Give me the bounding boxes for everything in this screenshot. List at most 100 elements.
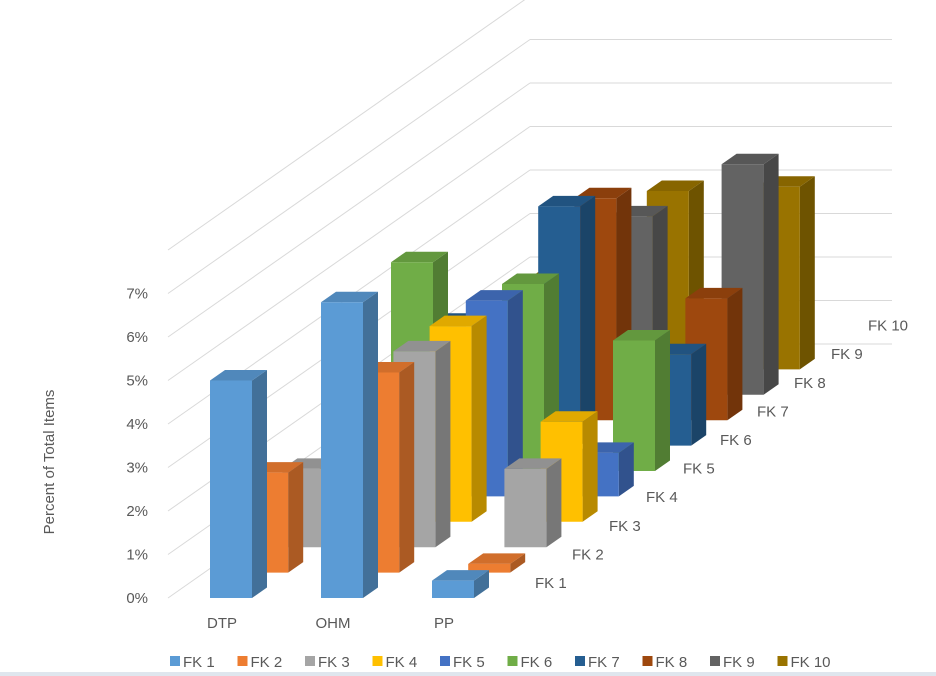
legend-label: FK 3 xyxy=(318,654,350,671)
y-tick-label: 5% xyxy=(126,373,148,390)
y-tick-labels: 0% 1% 2% 3% 4% 5% 6% 7% xyxy=(126,286,148,608)
bar-top xyxy=(538,195,596,207)
bar-front xyxy=(321,302,363,598)
category-labels: DTP OHM PP xyxy=(207,615,454,632)
bar-fk-6-pp xyxy=(613,330,670,471)
bar-side xyxy=(510,553,526,573)
bar-fk-1-dtp xyxy=(210,370,267,598)
bar-top xyxy=(429,315,487,327)
series-depth-label: FK 1 xyxy=(535,575,567,592)
bar-top xyxy=(574,187,632,199)
bar-top xyxy=(540,411,598,422)
legend-label: FK 10 xyxy=(791,654,831,671)
bar-top xyxy=(391,251,448,263)
bar-top xyxy=(504,458,562,469)
legend-swatch xyxy=(305,656,315,666)
bars xyxy=(210,153,815,598)
gridline-diag xyxy=(167,126,531,381)
category-label: OHM xyxy=(316,615,351,632)
bar-side xyxy=(763,153,779,395)
bar-side xyxy=(363,291,378,598)
bar-front xyxy=(432,580,474,598)
legend-swatch xyxy=(372,656,383,666)
bar-side xyxy=(727,287,743,421)
legend-item: FK 1 xyxy=(170,654,215,671)
bar-top xyxy=(502,273,559,284)
bar-top xyxy=(646,180,704,191)
legend-swatch xyxy=(710,656,720,666)
y-tick-label: 2% xyxy=(126,503,148,520)
y-tick-label: 3% xyxy=(126,460,148,477)
bar-side xyxy=(399,362,415,573)
legend-swatch xyxy=(642,656,653,666)
bar-side xyxy=(655,330,670,471)
legend-item: FK 6 xyxy=(507,654,553,671)
legend-swatch xyxy=(237,656,248,666)
series-depth-label: FK 10 xyxy=(868,318,908,335)
legend-label: FK 4 xyxy=(386,654,418,671)
y-tick-label: 1% xyxy=(126,547,148,564)
bar-top xyxy=(210,370,267,381)
bar-top xyxy=(685,287,743,299)
bar-top xyxy=(321,291,378,303)
y-tick-label: 4% xyxy=(126,416,148,433)
bar-side xyxy=(252,370,267,598)
legend-item: FK 2 xyxy=(237,654,282,671)
y-tick-label: 7% xyxy=(126,286,148,303)
gridline-diag xyxy=(167,82,531,338)
bar-fk-3-pp xyxy=(504,458,562,548)
legend-item: FK 3 xyxy=(305,654,350,671)
y-tick-label: 6% xyxy=(126,329,148,346)
legend-swatch xyxy=(507,656,518,666)
bar-fk-8-pp xyxy=(685,287,743,421)
legend-swatch xyxy=(575,656,585,666)
legend-item: FK 9 xyxy=(710,654,755,671)
category-label: PP xyxy=(434,615,454,632)
legend-item: FK 7 xyxy=(575,654,620,671)
bar-front xyxy=(613,340,655,471)
bar-side xyxy=(546,458,562,548)
bar-top xyxy=(468,553,526,564)
gridline-diag xyxy=(167,0,526,251)
bar-side xyxy=(580,195,596,446)
bar-side xyxy=(618,442,634,497)
legend-swatch xyxy=(440,656,450,666)
bar-side xyxy=(474,570,489,598)
bottom-rule xyxy=(0,672,936,676)
legend-label: FK 9 xyxy=(723,654,755,671)
bar-top xyxy=(613,330,670,341)
series-depth-label: FK 4 xyxy=(646,489,678,506)
legend-swatch xyxy=(170,656,180,666)
bar-side xyxy=(435,340,451,548)
bar-side xyxy=(582,411,598,522)
bar-side xyxy=(507,290,523,497)
legend-item: FK 5 xyxy=(440,654,485,671)
series-depth-label: FK 6 xyxy=(720,432,752,449)
y-tick-label: 0% xyxy=(126,590,148,607)
bar-side xyxy=(288,462,304,573)
category-label: DTP xyxy=(207,615,237,632)
bar-top xyxy=(465,290,523,301)
legend-swatch xyxy=(777,656,788,666)
legend-label: FK 7 xyxy=(588,654,620,671)
series-depth-label: FK 2 xyxy=(572,546,604,563)
bar-side xyxy=(691,343,707,446)
bar-top xyxy=(393,340,451,352)
legend-label: FK 5 xyxy=(453,654,485,671)
bar-top xyxy=(432,570,489,581)
y-axis-title: Percent of Total Items xyxy=(41,390,58,535)
series-depth-label: FK 7 xyxy=(757,403,789,420)
legend-label: FK 6 xyxy=(521,654,553,671)
bar-top xyxy=(721,153,779,165)
series-depth-label: FK 3 xyxy=(609,518,641,535)
legend: FK 1 FK 2 FK 3 FK 4 FK 5 FK 6 FK 7 FK 8 FK 9 FK 1… xyxy=(170,654,831,671)
legend-item: FK 10 xyxy=(777,654,831,671)
bar-front xyxy=(210,380,252,598)
bar-side xyxy=(471,315,487,522)
legend-label: FK 1 xyxy=(183,654,215,671)
bar-fk-1-ohm xyxy=(321,291,378,598)
bar-front xyxy=(504,468,547,548)
series-depth-label: FK 8 xyxy=(794,375,826,392)
series-depth-label: FK 9 xyxy=(831,346,863,363)
